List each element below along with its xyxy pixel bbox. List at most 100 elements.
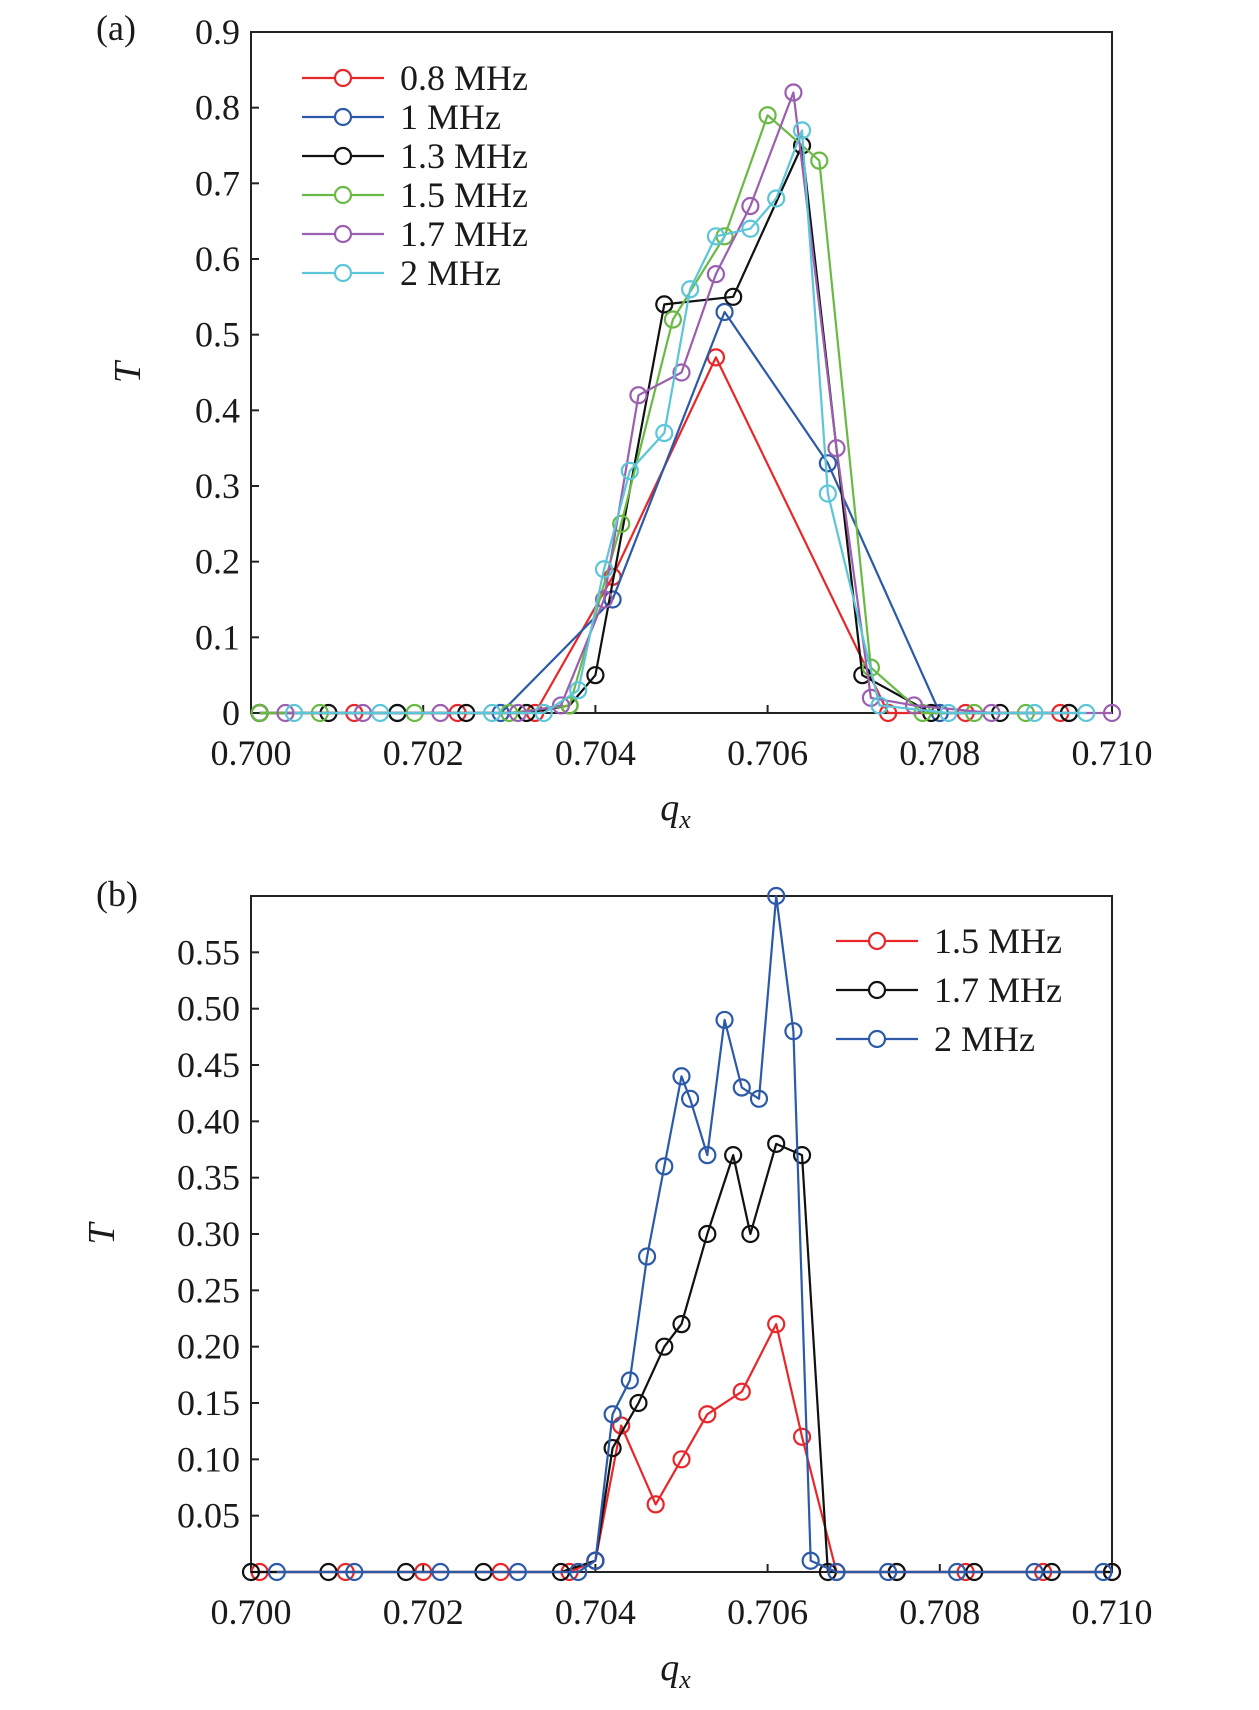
data-point xyxy=(672,1450,691,1469)
legend-swatch-marker xyxy=(333,68,353,88)
data-point xyxy=(715,302,734,322)
data-point xyxy=(827,1562,846,1582)
y-tick-label: 0.35 xyxy=(177,1158,240,1198)
data-point xyxy=(586,1551,605,1570)
data-point xyxy=(655,423,674,443)
data-point xyxy=(784,83,803,102)
y-tick-label: 0.7 xyxy=(195,163,240,203)
data-point xyxy=(637,1247,657,1266)
data-point xyxy=(371,703,390,723)
data-point xyxy=(482,703,502,723)
y-tick-label: 0.20 xyxy=(177,1327,240,1367)
data-point xyxy=(818,484,837,503)
data-point xyxy=(827,439,846,458)
y-tick-label: 0.40 xyxy=(177,1101,240,1141)
data-point xyxy=(801,1551,820,1570)
data-point xyxy=(663,310,682,329)
data-point xyxy=(551,696,571,715)
data-point xyxy=(1094,1562,1113,1582)
data-point xyxy=(732,1078,751,1097)
y-tick-label: 0.15 xyxy=(177,1383,240,1423)
y-tick-label: 0.4 xyxy=(195,390,240,430)
legend-swatch-marker xyxy=(867,931,887,951)
data-point xyxy=(267,1562,286,1582)
data-point xyxy=(767,189,786,208)
legend-swatch-marker xyxy=(333,107,353,127)
data-point xyxy=(612,514,631,533)
data-point xyxy=(594,590,614,609)
x-tick-label: 0.702 xyxy=(383,733,464,773)
data-point xyxy=(792,1146,812,1165)
x-axis-label: qx xyxy=(660,1647,691,1694)
x-tick-label: 0.708 xyxy=(899,733,980,773)
legend: 1.5 MHz 1.7 MHz 2 MHz xyxy=(836,921,1062,1059)
data-point xyxy=(655,1157,674,1176)
data-point xyxy=(508,1562,528,1582)
series-line xyxy=(259,1322,1112,1574)
y-tick-label: 0.2 xyxy=(195,542,240,582)
data-point xyxy=(767,886,786,906)
data-point xyxy=(620,1371,639,1390)
y-tick-label: 0.3 xyxy=(195,466,240,506)
data-point xyxy=(706,227,726,246)
y-tick-label: 0.5 xyxy=(195,315,240,355)
plot-frame xyxy=(250,31,1113,714)
legend-entry: 1.5 MHz xyxy=(400,175,528,215)
data-point xyxy=(672,1315,691,1334)
data-point xyxy=(603,1438,622,1458)
y-axis-label: T xyxy=(81,1221,123,1245)
data-point xyxy=(706,265,726,284)
data-point xyxy=(818,454,837,473)
data-point xyxy=(594,560,614,579)
x-tick-label: 0.704 xyxy=(555,1592,636,1632)
panel-label: (b) xyxy=(96,874,138,914)
x-tick-label: 0.702 xyxy=(383,1592,464,1632)
data-point xyxy=(1077,703,1096,723)
series-2-mhz xyxy=(267,886,1113,1582)
data-point xyxy=(1102,1562,1122,1582)
data-point xyxy=(767,1134,786,1153)
y-tick-label: 0.10 xyxy=(177,1439,240,1479)
legend-entry: 1.3 MHz xyxy=(400,136,528,176)
y-tick-label: 0.05 xyxy=(177,1496,240,1536)
y-tick-label: 0.25 xyxy=(177,1270,240,1310)
data-point xyxy=(698,1405,717,1424)
y-tick-label: 0.55 xyxy=(177,932,240,972)
legend-swatch-marker xyxy=(333,146,353,166)
x-axis-label-subscript: x xyxy=(678,805,691,834)
x-axis-label: qx xyxy=(660,787,691,834)
data-point xyxy=(724,287,743,306)
data-point xyxy=(534,703,553,723)
data-point xyxy=(904,696,924,715)
data-point xyxy=(879,1562,898,1582)
x-tick-label: 0.706 xyxy=(727,733,808,773)
y-tick-label: 0.6 xyxy=(195,239,240,279)
data-point xyxy=(276,703,295,723)
data-point xyxy=(250,703,269,723)
data-point xyxy=(646,1495,665,1514)
data-point xyxy=(620,461,639,480)
series-1-5-mhz xyxy=(250,1315,1122,1582)
legend-swatch-marker xyxy=(333,185,353,205)
data-point xyxy=(629,386,648,405)
series-line xyxy=(259,114,1026,715)
data-point xyxy=(672,1067,691,1086)
data-point xyxy=(741,1224,760,1244)
x-tick-label: 0.710 xyxy=(1072,1592,1153,1632)
chart-panel-1: 0.700 0.702 0.704 0.706 0.708 0.710 0.05 0.10 0.… xyxy=(81,874,1153,1694)
chart-panel-0: 0.700 0.702 0.704 0.706 0.708 0.710 0 0.1 0.2 0.3… xyxy=(96,8,1153,834)
data-point xyxy=(784,1022,803,1041)
data-point xyxy=(681,280,700,299)
data-point xyxy=(655,1337,674,1356)
data-point xyxy=(241,1562,261,1582)
data-point xyxy=(345,1562,364,1582)
data-point xyxy=(792,1427,812,1446)
legend-swatch-marker xyxy=(333,263,353,283)
series-1-5-mhz xyxy=(250,106,1036,723)
legend-entry: 1.7 MHz xyxy=(400,214,528,254)
data-point xyxy=(758,106,777,125)
x-tick-label: 0.706 xyxy=(727,1592,808,1632)
series-2-mhz xyxy=(284,121,1096,723)
